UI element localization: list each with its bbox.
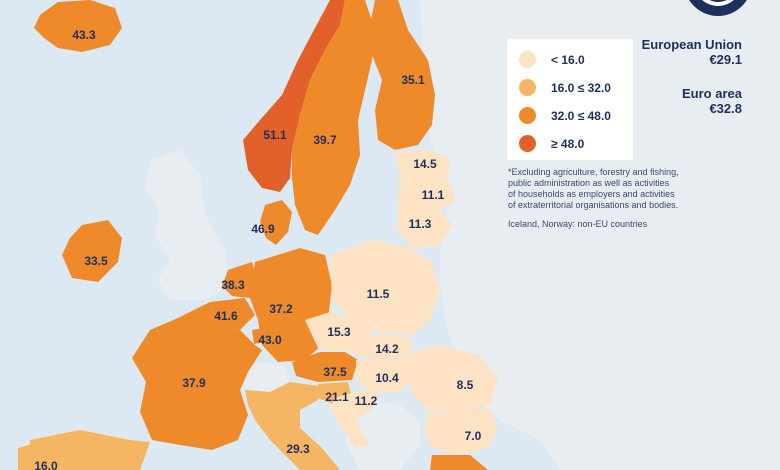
legend-label: < 16.0 <box>551 52 585 67</box>
label-finland: 35.1 <box>401 73 425 87</box>
country-lithuania <box>398 200 452 248</box>
label-germany: 37.2 <box>269 302 293 316</box>
country-netherlands <box>222 262 258 298</box>
label-croatia: 11.2 <box>354 394 378 408</box>
label-belgium: 41.6 <box>214 309 238 323</box>
non-eu-note: Iceland, Norway: non-EU countries <box>508 219 648 229</box>
legend-label: 32.0 ≤ 48.0 <box>551 108 611 123</box>
label-luxembourg: 43.0 <box>258 333 282 347</box>
label-netherlands: 38.3 <box>221 278 245 292</box>
euro-area-label: Euro area <box>682 86 742 101</box>
legend-item: 16.0 ≤ 32.0 <box>519 79 611 96</box>
legend-swatch <box>519 135 536 152</box>
legend-label: ≥ 48.0 <box>551 136 585 151</box>
non-eu-land-balkans <box>345 400 420 470</box>
euro-area-value: €32.8 <box>709 101 742 116</box>
label-slovakia: 14.2 <box>375 342 399 356</box>
country-estonia <box>395 150 450 182</box>
label-latvia: 11.1 <box>421 188 445 202</box>
country-belgium <box>210 298 255 330</box>
eu-label: European Union <box>641 37 742 52</box>
label-romania: 8.5 <box>456 378 474 392</box>
country-hungary <box>356 356 420 392</box>
euro-area-summary: Euro area €32.8 <box>682 86 742 116</box>
legend-label: 16.0 ≤ 32.0 <box>551 80 611 95</box>
eu-value: €29.1 <box>709 52 742 67</box>
legend-swatch <box>519 79 536 96</box>
legend-item: ≥ 48.0 <box>519 135 584 152</box>
country-ireland <box>62 220 122 282</box>
label-spain: 16.0 <box>34 459 58 470</box>
footnote: *Excluding agriculture, forestry and fis… <box>508 167 713 211</box>
country-france <box>132 302 262 450</box>
country-sweden <box>292 0 375 235</box>
eurostat-logo-icon <box>689 0 747 16</box>
country-denmark <box>260 200 292 245</box>
non-eu-land-switzerland <box>240 362 290 392</box>
country-croatia <box>330 390 380 448</box>
country-italy <box>245 382 340 470</box>
country-austria <box>292 352 358 382</box>
country-finland <box>370 0 435 150</box>
footnote-line: of extraterritorial organisations and bo… <box>508 200 679 210</box>
label-austria: 37.5 <box>323 365 347 379</box>
label-france: 37.9 <box>182 376 206 390</box>
legend-item: 32.0 ≤ 48.0 <box>519 107 611 124</box>
label-italy: 29.3 <box>286 442 310 456</box>
legend-swatch <box>519 107 536 124</box>
label-norway: 51.1 <box>263 128 287 142</box>
label-iceland: 43.3 <box>72 28 96 42</box>
label-ireland: 33.5 <box>84 254 108 268</box>
label-czechia: 15.3 <box>327 325 351 339</box>
country-poland <box>330 240 440 335</box>
country-slovakia <box>352 334 412 360</box>
country-latvia <box>398 178 456 210</box>
label-estonia: 14.5 <box>413 157 437 171</box>
country-romania <box>412 345 498 412</box>
label-bulgaria: 7.0 <box>464 429 482 443</box>
legend-item: < 16.0 <box>519 51 585 68</box>
label-denmark: 46.9 <box>251 222 275 236</box>
non-eu-land-britain <box>145 150 230 300</box>
label-slovenia: 21.1 <box>325 390 349 404</box>
country-spain <box>30 430 150 470</box>
country-norway <box>243 0 345 192</box>
country-portugal <box>18 444 32 470</box>
label-lithuania: 11.3 <box>408 217 432 231</box>
label-sweden: 39.7 <box>313 133 337 147</box>
country-bulgaria <box>424 408 498 455</box>
footnote-line: *Excluding agriculture, forestry and fis… <box>508 167 679 177</box>
eu-summary: European Union €29.1 <box>642 37 742 67</box>
country-iceland <box>34 0 122 52</box>
label-poland: 11.5 <box>366 287 390 301</box>
footnote-line: public administration as well as activit… <box>508 178 670 188</box>
label-hungary: 10.4 <box>375 371 399 385</box>
footnote-line: of households as employers and activitie… <box>508 189 675 199</box>
legend-swatch <box>519 51 536 68</box>
legend: < 16.0 16.0 ≤ 32.0 32.0 ≤ 48.0 ≥ 48.0 <box>507 39 633 160</box>
country-greece <box>430 455 488 470</box>
